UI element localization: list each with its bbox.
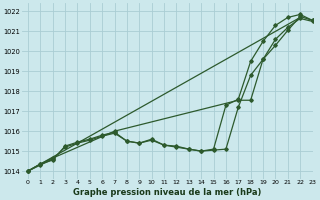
- X-axis label: Graphe pression niveau de la mer (hPa): Graphe pression niveau de la mer (hPa): [73, 188, 261, 197]
